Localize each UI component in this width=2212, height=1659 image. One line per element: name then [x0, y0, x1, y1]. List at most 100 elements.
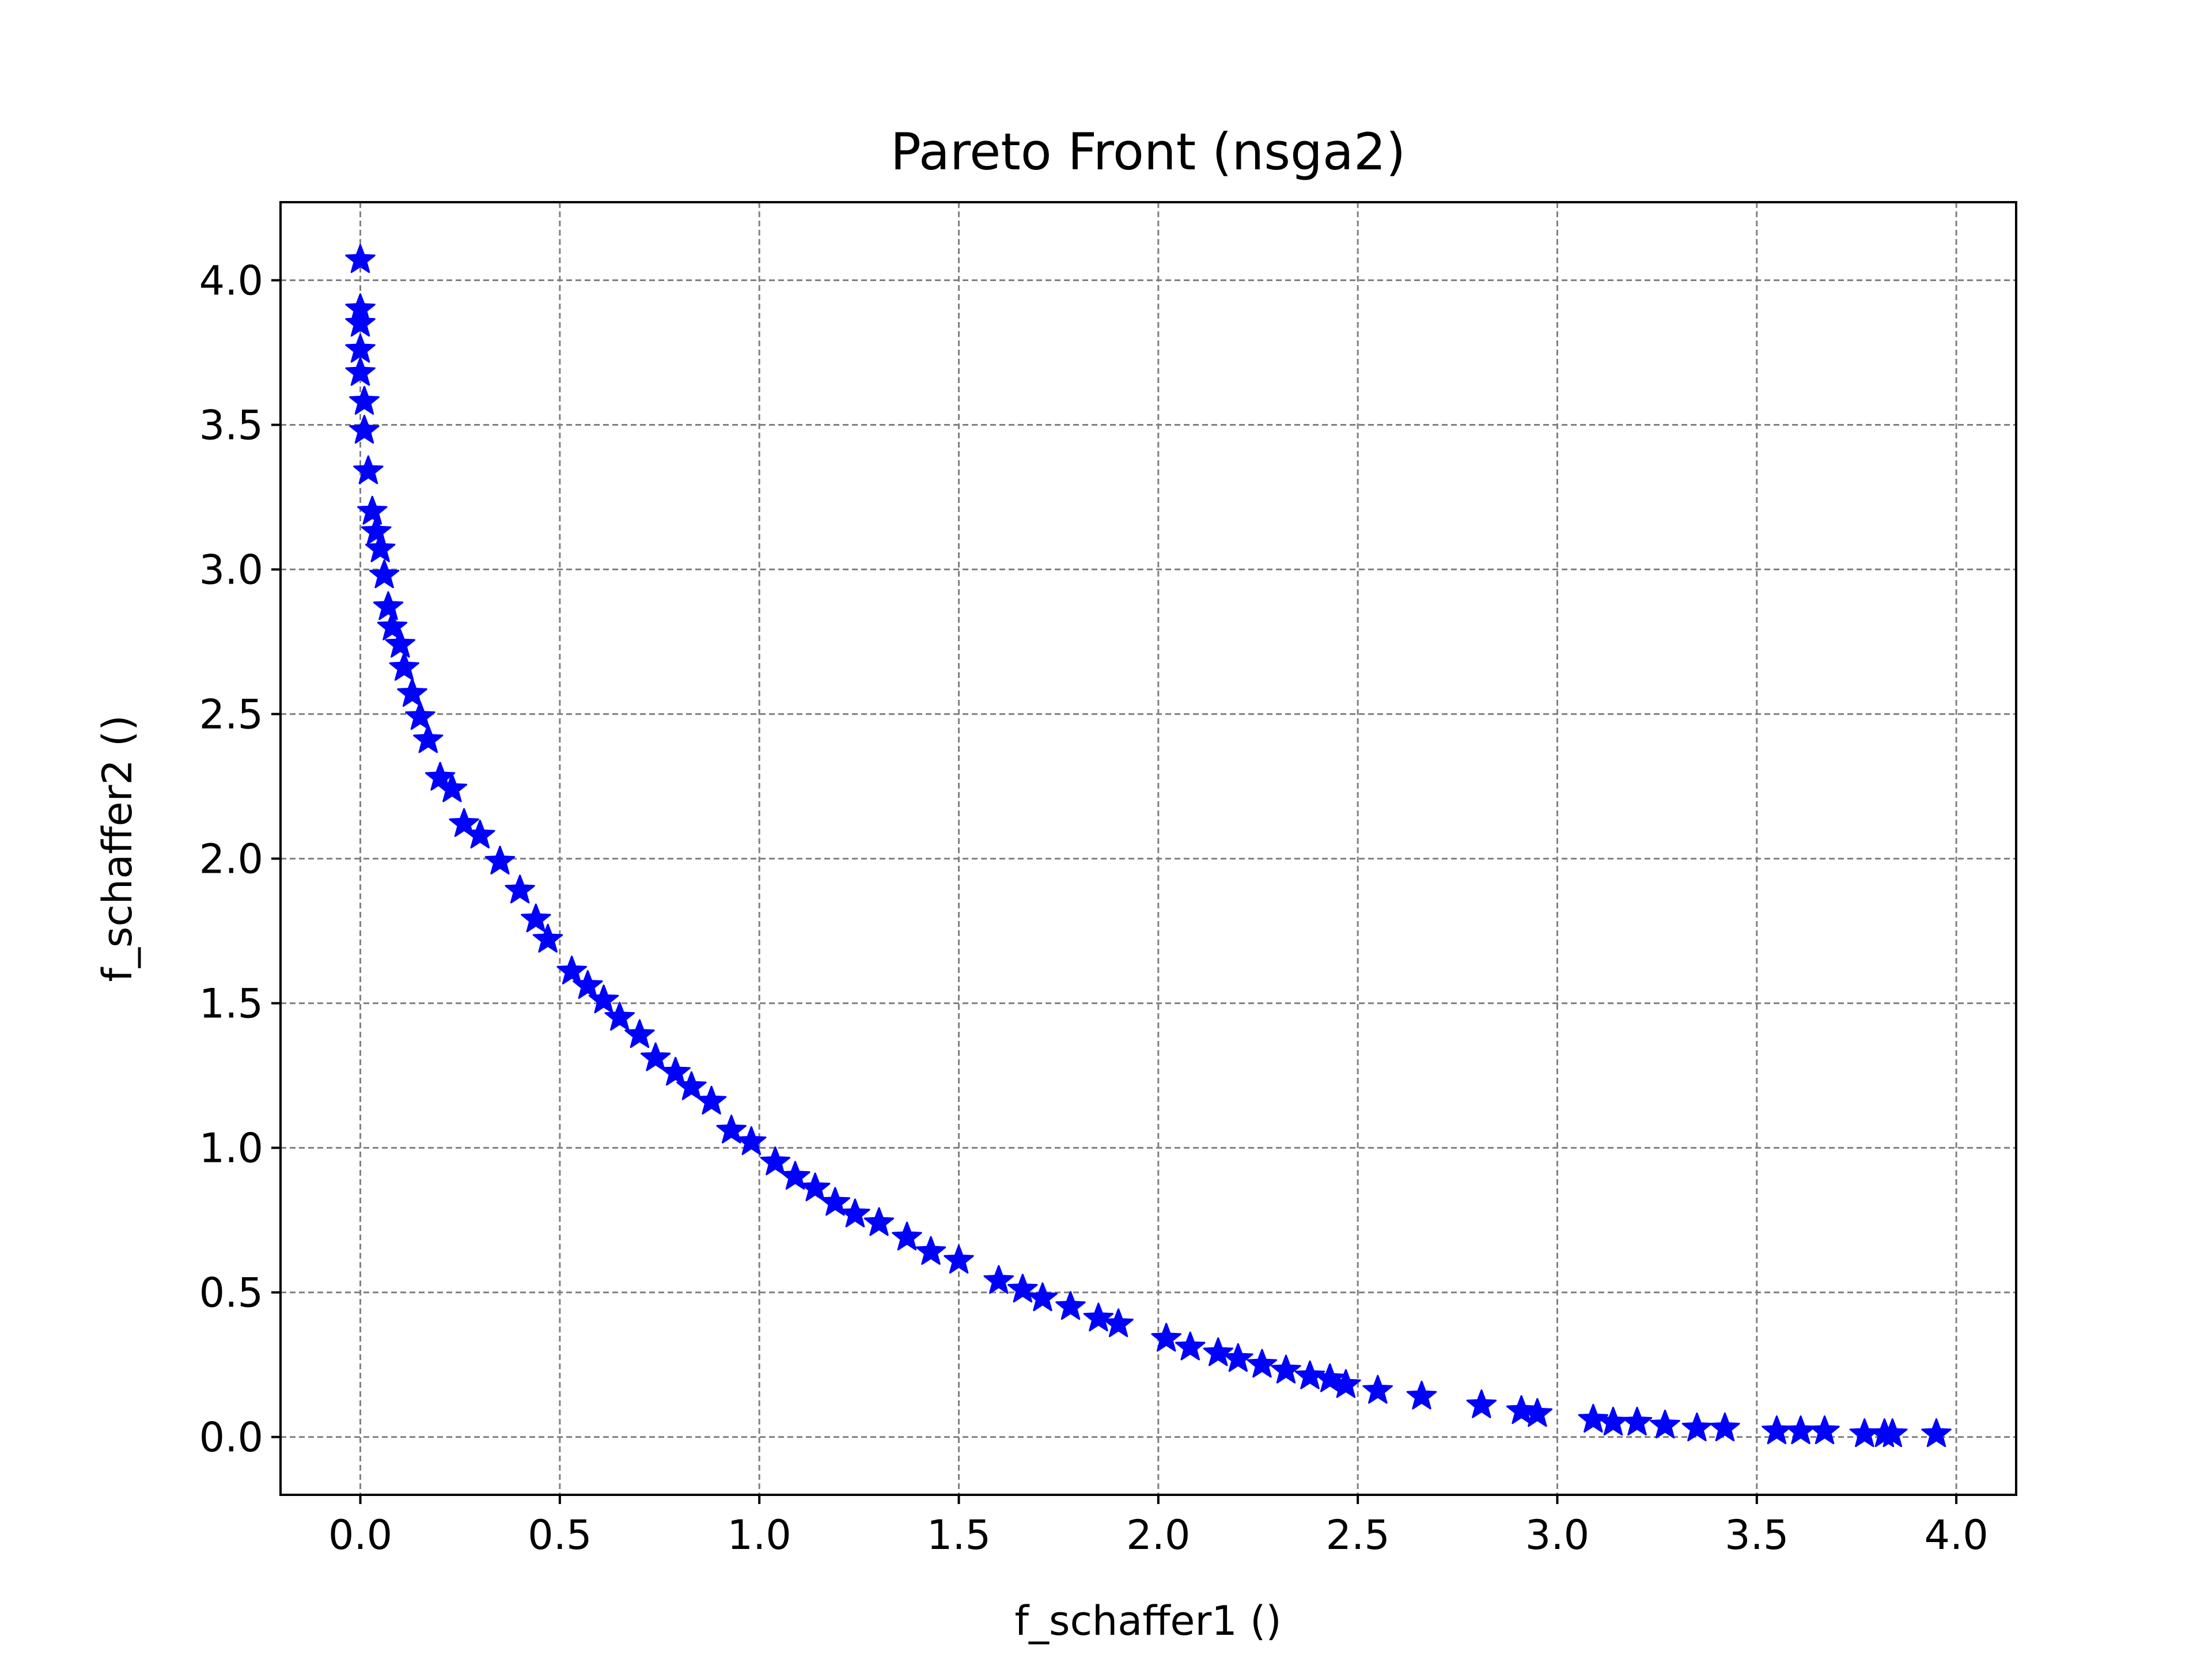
scatter-point: [369, 559, 400, 589]
scatter-point: [385, 628, 415, 658]
scatter-point: [521, 903, 551, 933]
scatter-point: [1175, 1331, 1206, 1361]
y-tick-label: 0.5: [199, 1270, 263, 1317]
x-tick-label: 2.5: [1325, 1512, 1389, 1559]
scatter-point: [1315, 1363, 1345, 1392]
y-tick-label: 0.0: [199, 1414, 263, 1461]
scatter-point: [349, 385, 380, 415]
scatter-point: [345, 334, 376, 363]
x-tick-label: 3.0: [1525, 1512, 1589, 1559]
scatter-point: [1083, 1302, 1114, 1332]
y-tick-label: 3.0: [199, 547, 263, 594]
scatter-point: [736, 1126, 767, 1156]
scatter-point: [1007, 1274, 1038, 1303]
scatter-point: [944, 1244, 974, 1274]
scatter-point: [377, 611, 408, 641]
scatter-point: [1271, 1354, 1301, 1384]
scatter-point: [800, 1172, 831, 1202]
scatter-point: [345, 357, 376, 386]
chart-title: Pareto Front (nsga2): [891, 122, 1406, 181]
scatter-point: [405, 701, 435, 730]
scatter-point: [1362, 1374, 1393, 1404]
scatter-point: [389, 652, 419, 681]
scatter-point: [660, 1056, 691, 1086]
scatter-point: [1809, 1415, 1840, 1445]
scatter-point: [413, 724, 444, 753]
scatter-point: [357, 495, 388, 525]
scatter-point: [1877, 1418, 1908, 1448]
scatter-point: [1027, 1282, 1058, 1312]
scatter-point: [465, 819, 495, 849]
scatter-point: [1578, 1404, 1608, 1433]
scatter-point: [532, 923, 563, 953]
scatter-point: [345, 244, 376, 273]
y-tick-label: 4.0: [199, 257, 263, 305]
scatter-points: [345, 244, 1952, 1448]
scatter-point: [1151, 1323, 1181, 1352]
scatter-point: [1103, 1308, 1134, 1338]
scatter-point: [716, 1115, 747, 1143]
grid-lines: [281, 202, 2016, 1495]
scatter-point: [1650, 1410, 1680, 1439]
scatter-point: [484, 846, 516, 875]
scatter-point: [573, 970, 603, 999]
scatter-point: [915, 1236, 946, 1265]
scatter-point: [365, 533, 396, 562]
scatter-point: [1406, 1380, 1437, 1410]
scatter-point: [1921, 1418, 1952, 1448]
x-tick-label: 1.5: [927, 1512, 991, 1559]
scatter-point: [1522, 1397, 1553, 1427]
scatter-point: [1506, 1395, 1537, 1424]
scatter-point: [780, 1161, 810, 1190]
x-tick-label: 0.5: [528, 1512, 592, 1559]
y-tick-label: 1.5: [199, 980, 263, 1028]
scatter-point: [892, 1221, 922, 1251]
scatter-point: [1203, 1337, 1233, 1366]
scatter-point: [624, 1019, 655, 1048]
scatter-point: [1681, 1412, 1713, 1442]
scatter-point: [588, 984, 619, 1014]
scatter-point: [840, 1198, 870, 1228]
x-tick-label: 0.0: [328, 1512, 392, 1559]
scatter-point: [505, 874, 535, 904]
scatter-point: [373, 591, 404, 620]
scatter-point: [863, 1207, 895, 1236]
scatter-point: [353, 455, 384, 484]
scatter-point: [345, 308, 376, 337]
scatter-point: [983, 1265, 1014, 1294]
y-axis-label: f_schaffer2 (): [94, 715, 141, 982]
scatter-point: [1710, 1412, 1740, 1442]
scatter-point: [1055, 1291, 1086, 1320]
axis-ticks: 0.0 0.5 1.0 1.5 2.0 2.5 3.0 3.5 4.0 0.0 0.5 1.0 1.5 2…: [199, 257, 1988, 1559]
y-tick-label: 2.0: [199, 836, 263, 883]
scatter-point: [1622, 1407, 1653, 1435]
plot-frame: [279, 201, 2017, 1496]
scatter-point: [361, 516, 392, 545]
scatter-point: [1331, 1369, 1361, 1398]
scatter-point: [1466, 1389, 1497, 1418]
scatter-point: [640, 1042, 671, 1071]
scatter-point: [397, 677, 427, 707]
y-tick-label: 2.5: [199, 691, 263, 738]
y-tick-label: 3.5: [199, 402, 263, 449]
scatter-point: [696, 1085, 727, 1115]
scatter-point: [676, 1071, 707, 1100]
scatter-point: [1294, 1360, 1325, 1389]
scatter-point: [556, 955, 587, 984]
x-tick-label: 1.0: [728, 1512, 791, 1559]
x-tick-label: 4.0: [1924, 1512, 1988, 1559]
x-tick-label: 2.0: [1126, 1512, 1190, 1559]
scatter-point: [349, 415, 380, 444]
x-tick-label: 3.5: [1725, 1512, 1789, 1559]
y-tick-label: 1.0: [199, 1125, 263, 1172]
x-axis-label: f_schaffer1 (): [1014, 1597, 1281, 1645]
scatter-point: [1223, 1343, 1253, 1372]
scatter-point: [604, 1002, 635, 1031]
scatter-point: [820, 1187, 850, 1216]
scatter-point: [449, 808, 479, 837]
scatter-point: [760, 1146, 791, 1176]
scatter-point: [1247, 1349, 1278, 1378]
scatter-point: [437, 773, 468, 802]
